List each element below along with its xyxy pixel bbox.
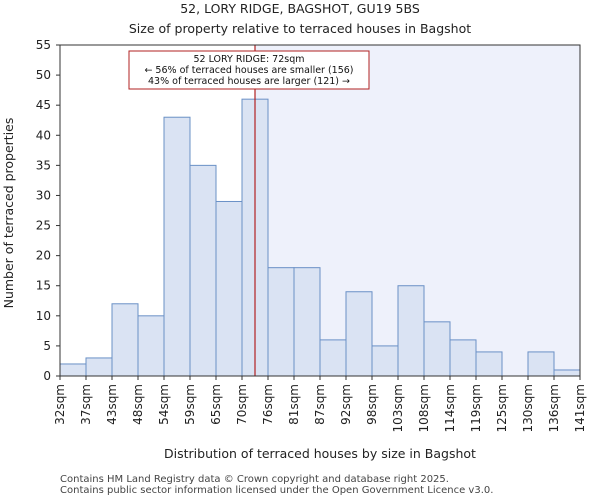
x-tick-label: 130sqm	[521, 384, 535, 432]
histogram-bar	[215, 200, 243, 377]
histogram-bar	[371, 345, 399, 377]
x-tick-label: 98sqm	[365, 384, 379, 425]
histogram-bar	[527, 351, 555, 377]
histogram-bar	[267, 267, 295, 377]
y-tick-label: 35	[36, 158, 51, 172]
annotation-box	[128, 50, 370, 90]
histogram-bar	[293, 267, 321, 377]
y-tick-label: 10	[36, 309, 51, 323]
x-tick-label: 81sqm	[287, 384, 301, 425]
x-tick-label: 65sqm	[209, 384, 223, 425]
x-tick-label: 92sqm	[339, 384, 353, 425]
x-tick-label: 141sqm	[573, 384, 587, 432]
x-tick-label: 48sqm	[131, 384, 145, 425]
footer-line-1: Contains HM Land Registry data © Crown c…	[60, 474, 449, 485]
x-tick-label: 59sqm	[183, 384, 197, 425]
histogram-bar	[397, 285, 425, 377]
histogram-bar	[189, 164, 217, 377]
histogram-bar	[163, 116, 191, 377]
x-tick-label: 87sqm	[313, 384, 327, 425]
annotation-line-2: ← 56% of terraced houses are smaller (15…	[144, 65, 353, 76]
x-tick-label: 114sqm	[443, 384, 457, 432]
annotation-line-1: 52 LORY RIDGE: 72sqm	[194, 54, 305, 65]
x-tick-label: 108sqm	[417, 384, 431, 432]
histogram-bar	[475, 351, 503, 377]
histogram-bar	[319, 339, 347, 377]
chart-subtitle: Size of property relative to terraced ho…	[129, 21, 471, 36]
x-tick-label: 136sqm	[547, 384, 561, 432]
y-axis-label: Number of terraced properties	[1, 118, 16, 309]
y-tick-label: 25	[36, 219, 51, 233]
y-tick-label: 45	[36, 98, 51, 112]
histogram-bar	[553, 369, 581, 377]
x-tick-label: 70sqm	[235, 384, 249, 425]
x-axis-label: Distribution of terraced houses by size …	[164, 446, 476, 461]
footer-line-2: Contains public sector information licen…	[60, 485, 494, 496]
x-tick-label: 103sqm	[391, 384, 405, 432]
x-axis-ticks: 32sqm 37sqm 43sqm 48sqm 54sqm 59sqm 65sqm 70sqm…	[53, 376, 587, 432]
y-tick-label: 55	[36, 38, 51, 52]
histogram-bar	[137, 315, 165, 377]
histogram-bar	[59, 363, 87, 377]
x-tick-label: 119sqm	[469, 384, 483, 432]
y-tick-label: 20	[36, 249, 51, 263]
y-tick-label: 40	[36, 128, 51, 142]
y-tick-label: 50	[36, 68, 51, 82]
histogram-bar	[111, 303, 139, 377]
x-tick-label: 32sqm	[53, 384, 67, 425]
histogram-bar	[85, 357, 113, 377]
chart-title: 52, LORY RIDGE, BAGSHOT, GU19 5BS	[180, 1, 420, 16]
y-axis-ticks: 0 5 10 15 20 25 30 35 40 45 50 55	[36, 38, 60, 383]
y-tick-label: 0	[43, 369, 51, 383]
histogram-bar	[423, 321, 451, 377]
histogram-bar	[449, 339, 477, 377]
annotation-line-3: 43% of terraced houses are larger (121) …	[148, 76, 350, 87]
x-tick-label: 76sqm	[261, 384, 275, 425]
x-tick-label: 54sqm	[157, 384, 171, 425]
histogram-bar	[345, 291, 373, 377]
y-tick-label: 5	[43, 339, 51, 353]
x-tick-label: 43sqm	[105, 384, 119, 425]
y-tick-label: 15	[36, 279, 51, 293]
x-tick-label: 125sqm	[495, 384, 509, 432]
bars-group	[59, 98, 581, 377]
x-tick-label: 37sqm	[79, 384, 93, 425]
y-tick-label: 30	[36, 188, 51, 202]
